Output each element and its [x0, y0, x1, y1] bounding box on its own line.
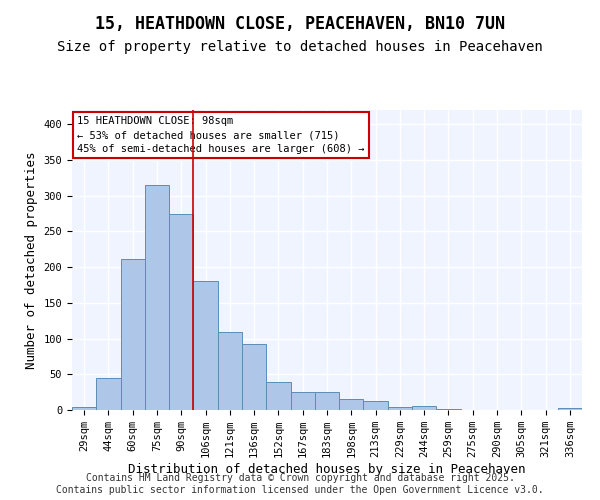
Bar — [388, 407, 412, 410]
Bar — [96, 378, 121, 410]
Text: 15 HEATHDOWN CLOSE: 98sqm
← 53% of detached houses are smaller (715)
45% of semi: 15 HEATHDOWN CLOSE: 98sqm ← 53% of detac… — [77, 116, 365, 154]
X-axis label: Distribution of detached houses by size in Peacehaven: Distribution of detached houses by size … — [128, 463, 526, 476]
Text: 15, HEATHDOWN CLOSE, PEACEHAVEN, BN10 7UN: 15, HEATHDOWN CLOSE, PEACEHAVEN, BN10 7U… — [95, 15, 505, 33]
Bar — [339, 398, 364, 410]
Text: Size of property relative to detached houses in Peacehaven: Size of property relative to detached ho… — [57, 40, 543, 54]
Bar — [412, 406, 436, 410]
Bar — [558, 408, 582, 410]
Bar — [364, 400, 388, 410]
Bar — [72, 407, 96, 410]
Bar — [266, 382, 290, 410]
Text: Contains HM Land Registry data © Crown copyright and database right 2025.
Contai: Contains HM Land Registry data © Crown c… — [56, 474, 544, 495]
Y-axis label: Number of detached properties: Number of detached properties — [25, 151, 38, 369]
Bar — [121, 260, 145, 410]
Bar — [315, 392, 339, 410]
Bar — [218, 332, 242, 410]
Bar — [193, 280, 218, 410]
Bar — [242, 344, 266, 410]
Bar — [145, 185, 169, 410]
Bar — [169, 214, 193, 410]
Bar — [290, 392, 315, 410]
Bar — [436, 408, 461, 410]
